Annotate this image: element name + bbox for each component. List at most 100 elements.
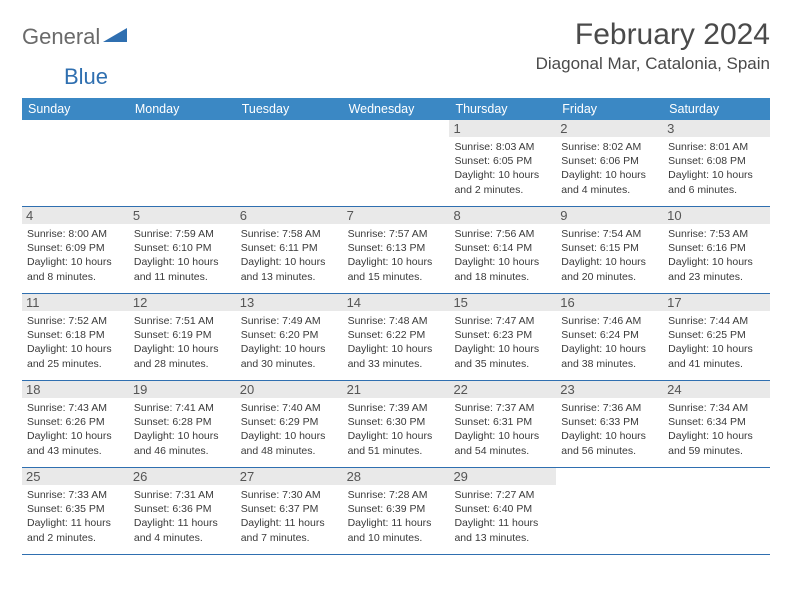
day-info: Sunrise: 8:03 AMSunset: 6:05 PMDaylight:… bbox=[454, 140, 551, 197]
day-cell: 1 Sunrise: 8:03 AMSunset: 6:05 PMDaylight… bbox=[449, 120, 556, 206]
day-number: 8 bbox=[449, 207, 556, 224]
daylight-text: Daylight: 11 hours and 2 minutes. bbox=[27, 516, 124, 544]
sunrise-text: Sunrise: 7:33 AM bbox=[27, 488, 124, 502]
day-info: Sunrise: 7:33 AMSunset: 6:35 PMDaylight:… bbox=[27, 488, 124, 545]
sunset-text: Sunset: 6:37 PM bbox=[241, 502, 338, 516]
daylight-text: Daylight: 10 hours and 33 minutes. bbox=[348, 342, 445, 370]
sunset-text: Sunset: 6:29 PM bbox=[241, 415, 338, 429]
day-cell: 12Sunrise: 7:51 AMSunset: 6:19 PMDayligh… bbox=[129, 294, 236, 380]
day-cell: 16 Sunrise: 7:46 AMSunset: 6:24 PMDayligh… bbox=[556, 294, 663, 380]
sunset-text: Sunset: 6:33 PM bbox=[561, 415, 658, 429]
day-cell: 6Sunrise: 7:58 AMSunset: 6:11 PMDaylight… bbox=[236, 207, 343, 293]
daylight-text: Daylight: 10 hours and 8 minutes. bbox=[27, 255, 124, 283]
day-cell: 24Sunrise: 7:34 AMSunset: 6:34 PMDayligh… bbox=[663, 381, 770, 467]
day-cell: 2Sunrise: 8:02 AMSunset: 6:06 PMDaylight… bbox=[556, 120, 663, 206]
daylight-text: Daylight: 11 hours and 10 minutes. bbox=[348, 516, 445, 544]
day-number: 28 bbox=[343, 468, 450, 485]
day-info: Sunrise: 7:56 AMSunset: 6:14 PMDaylight:… bbox=[454, 227, 551, 284]
sunset-text: Sunset: 6:09 PM bbox=[27, 241, 124, 255]
day-info: Sunrise: 7:30 AMSunset: 6:37 PMDaylight:… bbox=[241, 488, 338, 545]
week-row: 1 Sunrise: 8:03 AMSunset: 6:05 PMDaylight… bbox=[22, 120, 770, 207]
day-number: 15 bbox=[449, 294, 556, 311]
daylight-text: Daylight: 11 hours and 13 minutes. bbox=[454, 516, 551, 544]
sunrise-text: Sunrise: 7:58 AM bbox=[241, 227, 338, 241]
daylight-text: Daylight: 10 hours and 28 minutes. bbox=[134, 342, 231, 370]
sunset-text: Sunset: 6:26 PM bbox=[27, 415, 124, 429]
sunrise-text: Sunrise: 8:02 AM bbox=[561, 140, 658, 154]
day-number: 21 bbox=[343, 381, 450, 398]
daylight-text: Daylight: 10 hours and 43 minutes. bbox=[27, 429, 124, 457]
day-cell: 11Sunrise: 7:52 AMSunset: 6:18 PMDayligh… bbox=[22, 294, 129, 380]
sunrise-text: Sunrise: 7:46 AM bbox=[561, 314, 658, 328]
day-number: 11 bbox=[22, 294, 129, 311]
logo-text-general: General bbox=[22, 24, 100, 50]
day-number: 27 bbox=[236, 468, 343, 485]
sunset-text: Sunset: 6:06 PM bbox=[561, 154, 658, 168]
day-cell: 21Sunrise: 7:39 AMSunset: 6:30 PMDayligh… bbox=[343, 381, 450, 467]
day-cell: 17 Sunrise: 7:44 AMSunset: 6:25 PMDayligh… bbox=[663, 294, 770, 380]
daylight-text: Daylight: 10 hours and 2 minutes. bbox=[454, 168, 551, 196]
day-info: Sunrise: 8:01 AMSunset: 6:08 PMDaylight:… bbox=[668, 140, 765, 197]
sunrise-text: Sunrise: 8:03 AM bbox=[454, 140, 551, 154]
daylight-text: Daylight: 10 hours and 54 minutes. bbox=[454, 429, 551, 457]
day-cell: 25Sunrise: 7:33 AMSunset: 6:35 PMDayligh… bbox=[22, 468, 129, 554]
sunset-text: Sunset: 6:19 PM bbox=[134, 328, 231, 342]
sunrise-text: Sunrise: 8:01 AM bbox=[668, 140, 765, 154]
daylight-text: Daylight: 10 hours and 13 minutes. bbox=[241, 255, 338, 283]
day-number: 18 bbox=[22, 381, 129, 398]
sunrise-text: Sunrise: 7:52 AM bbox=[27, 314, 124, 328]
day-cell: 23 Sunrise: 7:36 AMSunset: 6:33 PMDayligh… bbox=[556, 381, 663, 467]
day-info: Sunrise: 7:40 AMSunset: 6:29 PMDaylight:… bbox=[241, 401, 338, 458]
day-number: 16 bbox=[556, 294, 663, 311]
day-info: Sunrise: 7:44 AMSunset: 6:25 PMDaylight:… bbox=[668, 314, 765, 371]
weekday-header: Sunday bbox=[22, 98, 129, 120]
sunrise-text: Sunrise: 7:31 AM bbox=[134, 488, 231, 502]
sunrise-text: Sunrise: 7:44 AM bbox=[668, 314, 765, 328]
day-number: 1 bbox=[449, 120, 556, 137]
day-number: 17 bbox=[663, 294, 770, 311]
day-cell: 20Sunrise: 7:40 AMSunset: 6:29 PMDayligh… bbox=[236, 381, 343, 467]
empty-cell bbox=[129, 120, 236, 206]
day-number: 19 bbox=[129, 381, 236, 398]
logo-text-blue: Blue bbox=[64, 64, 792, 90]
calendar: SundayMondayTuesdayWednesdayThursdayFrid… bbox=[22, 98, 770, 555]
sunrise-text: Sunrise: 7:27 AM bbox=[454, 488, 551, 502]
daylight-text: Daylight: 10 hours and 11 minutes. bbox=[134, 255, 231, 283]
sunset-text: Sunset: 6:40 PM bbox=[454, 502, 551, 516]
day-number: 22 bbox=[449, 381, 556, 398]
sunrise-text: Sunrise: 7:54 AM bbox=[561, 227, 658, 241]
day-cell: 26Sunrise: 7:31 AMSunset: 6:36 PMDayligh… bbox=[129, 468, 236, 554]
day-number: 23 bbox=[556, 381, 663, 398]
day-info: Sunrise: 7:53 AMSunset: 6:16 PMDaylight:… bbox=[668, 227, 765, 284]
daylight-text: Daylight: 10 hours and 20 minutes. bbox=[561, 255, 658, 283]
empty-cell bbox=[556, 468, 663, 554]
sunrise-text: Sunrise: 7:59 AM bbox=[134, 227, 231, 241]
day-cell: 8 Sunrise: 7:56 AMSunset: 6:14 PMDaylight… bbox=[449, 207, 556, 293]
daylight-text: Daylight: 10 hours and 6 minutes. bbox=[668, 168, 765, 196]
week-row: 11Sunrise: 7:52 AMSunset: 6:18 PMDayligh… bbox=[22, 294, 770, 381]
sunrise-text: Sunrise: 7:34 AM bbox=[668, 401, 765, 415]
day-number: 26 bbox=[129, 468, 236, 485]
day-info: Sunrise: 7:36 AMSunset: 6:33 PMDaylight:… bbox=[561, 401, 658, 458]
day-cell: 14Sunrise: 7:48 AMSunset: 6:22 PMDayligh… bbox=[343, 294, 450, 380]
weekday-header-row: SundayMondayTuesdayWednesdayThursdayFrid… bbox=[22, 98, 770, 120]
sunset-text: Sunset: 6:30 PM bbox=[348, 415, 445, 429]
day-cell: 10Sunrise: 7:53 AMSunset: 6:16 PMDayligh… bbox=[663, 207, 770, 293]
empty-cell bbox=[663, 468, 770, 554]
week-row: 25Sunrise: 7:33 AMSunset: 6:35 PMDayligh… bbox=[22, 468, 770, 555]
weekday-header: Saturday bbox=[663, 98, 770, 120]
day-info: Sunrise: 7:48 AMSunset: 6:22 PMDaylight:… bbox=[348, 314, 445, 371]
sunrise-text: Sunrise: 7:30 AM bbox=[241, 488, 338, 502]
sunset-text: Sunset: 6:39 PM bbox=[348, 502, 445, 516]
day-info: Sunrise: 7:34 AMSunset: 6:34 PMDaylight:… bbox=[668, 401, 765, 458]
sunset-text: Sunset: 6:16 PM bbox=[668, 241, 765, 255]
week-row: 4Sunrise: 8:00 AMSunset: 6:09 PMDaylight… bbox=[22, 207, 770, 294]
day-info: Sunrise: 7:28 AMSunset: 6:39 PMDaylight:… bbox=[348, 488, 445, 545]
sunset-text: Sunset: 6:13 PM bbox=[348, 241, 445, 255]
daylight-text: Daylight: 10 hours and 18 minutes. bbox=[454, 255, 551, 283]
sunrise-text: Sunrise: 7:53 AM bbox=[668, 227, 765, 241]
daylight-text: Daylight: 10 hours and 46 minutes. bbox=[134, 429, 231, 457]
weekday-header: Thursday bbox=[449, 98, 556, 120]
day-info: Sunrise: 7:46 AMSunset: 6:24 PMDaylight:… bbox=[561, 314, 658, 371]
weekday-header: Tuesday bbox=[236, 98, 343, 120]
